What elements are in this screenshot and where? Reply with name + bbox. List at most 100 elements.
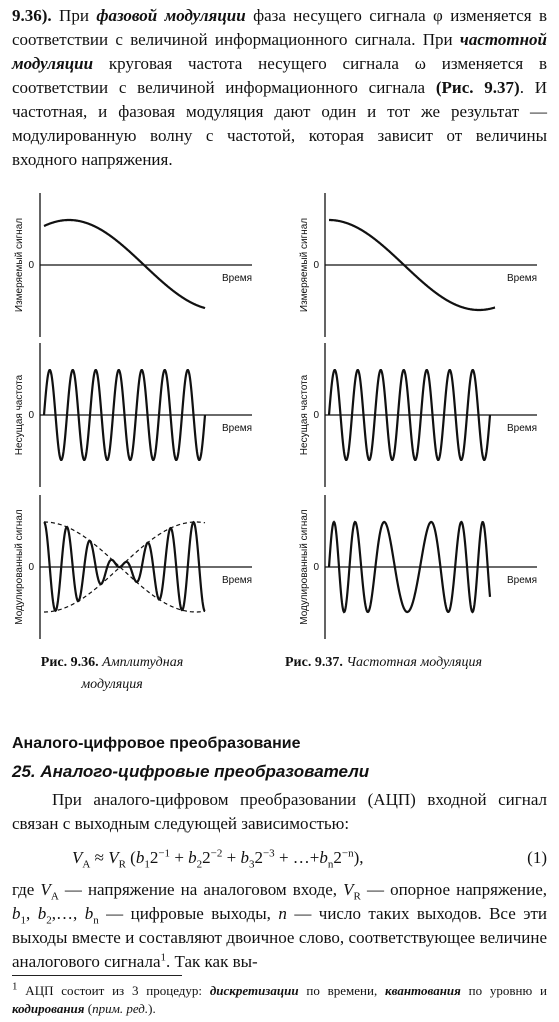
f: b [240,848,249,867]
zero-label: 0 [313,562,319,573]
f: 3 [248,858,255,871]
f: 2 [196,858,203,871]
waveform [327,520,492,614]
footnote: 1 АЦП состоит из 3 процедур: дискретизац… [12,980,547,1018]
f: −1 [158,847,171,860]
zero-label: 0 [28,260,34,271]
text: частотной модуляции [12,30,547,73]
caption-number: Рис. 9.37. [285,655,343,670]
f: b [135,848,145,867]
text: 9.36). [12,6,52,25]
y-label: Несущая частота [14,374,25,455]
y-label: Модулированный сигнал [14,509,25,625]
t: . Так как вы- [166,952,258,971]
t: — напряжение на аналоговом входе, [58,880,344,899]
f: −2 [210,847,223,860]
t: b [84,904,94,923]
t: V [40,880,51,899]
f: b [188,848,197,867]
f: V [108,848,119,867]
y-label: Измеряемый сигнал [299,218,310,312]
f: 2 [254,848,263,867]
f: ( [125,848,136,867]
waveform [42,369,207,461]
t: ( [84,1001,93,1016]
t: n [93,914,99,927]
f: 2 [202,848,211,867]
f: A [82,858,91,871]
text: . И частотная, и фазовая модуляция дают … [12,78,548,169]
t: n [278,904,287,923]
t: 1 [160,951,167,964]
waveform [329,218,496,312]
t: R [353,890,361,903]
x-label: Время [222,423,252,434]
formula: VA ≈ VR (b12−1 + b22−2 + b32−3 + …+bn2−n… [12,846,547,870]
zero-label: 0 [28,410,34,421]
text: (Рис. 9.37) [435,78,520,97]
t: прим. ред. [92,1001,149,1016]
t: b [37,904,47,923]
f: ), [353,848,364,867]
t: дискретизации [209,983,299,998]
f: + [170,848,189,867]
waveform [43,520,206,613]
y-label: Модулированный сигнал [299,509,310,625]
t: АЦП состоит из 3 процедур: [17,983,210,998]
zero-label: 0 [28,562,34,573]
t: — число таких выходов. Все эти выходы вм… [12,904,548,971]
t: — опорное напряжение, [360,880,548,899]
envelope [44,521,206,613]
f: −3 [262,847,275,860]
definitions: где VA — напряжение на аналоговом входе,… [12,878,547,974]
f: −n [341,847,354,860]
y-label: Измеряемый сигнал [14,218,25,312]
text: При [51,6,97,25]
f: V [72,848,83,867]
y-label: Несущая частота [299,374,310,455]
t: по времени, [298,983,386,998]
envelope [44,521,206,613]
zero-label: 0 [313,410,319,421]
t: квантования [385,983,461,998]
waveform [327,369,492,461]
caption-text: Частотная модуляция [346,655,482,670]
t: ,…, [51,904,85,923]
caption: Рис. 9.36. Амплитудная модуляция [12,652,212,696]
t: — цифровые выходы, [98,904,279,923]
text: фаза несущего сигнала φ изменяется в соо… [12,6,548,49]
t: 1 [12,980,18,993]
caption: Рис. 9.37. Частотная модуляция [285,652,555,674]
f: R [118,858,126,871]
t: V [343,880,354,899]
footnote-rule [12,975,182,976]
zero-label: 0 [313,260,319,271]
x-label: Время [507,273,537,284]
t: b [12,904,21,923]
f: + …+ [274,848,320,867]
intro-paragraph: 9.36). При фазовой модуляции фаза несуще… [12,4,547,172]
f: 2 [333,848,342,867]
formula-number: (1) [527,848,547,867]
x-label: Время [507,423,537,434]
t: 1 [20,914,27,927]
waveform [43,218,206,310]
f: ≈ [90,848,109,867]
t: ). [148,1001,156,1016]
section-title: Аналого-цифровое преобразование [12,735,301,752]
f: 1 [144,858,150,871]
x-label: Время [222,575,252,586]
paragraph: При аналого-цифровом преобразовании (АЦП… [12,790,547,833]
t: A [50,890,59,903]
f: b [319,848,328,867]
t: кодирования [12,1001,85,1016]
f: n [327,858,334,871]
t: по уровню и [460,983,547,998]
t: 2 [46,914,52,927]
section-subtitle: 25. Аналого-цифровые преобразователи [12,762,370,781]
x-label: Время [222,273,252,284]
t: где [12,880,41,899]
f: + [222,848,241,867]
